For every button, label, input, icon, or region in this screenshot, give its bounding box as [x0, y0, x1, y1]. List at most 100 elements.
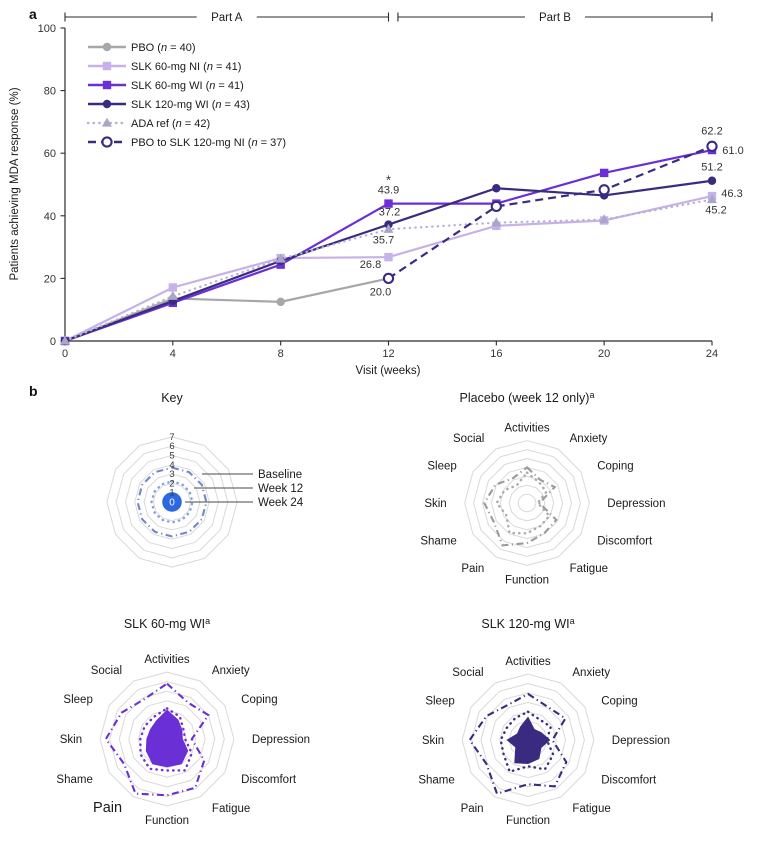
radar-series-Week 24: [162, 492, 182, 512]
radar-axis-label: Depression: [252, 734, 310, 746]
legend-label: ADA ref (n = 42): [131, 118, 210, 130]
series-PBO to SLK 120-mg NI (n = 37): [387, 145, 713, 280]
svg-text:20: 20: [44, 273, 56, 285]
radar-axis-label: Discomfort: [601, 774, 657, 786]
panel-b-label: b: [29, 383, 38, 399]
radar-series-Baseline: [483, 466, 558, 547]
radar-axis-label: Anxiety: [570, 433, 608, 445]
part-bracket-label: Part A: [211, 12, 243, 24]
point-label: 61.0: [722, 145, 743, 157]
svg-text:40: 40: [44, 211, 56, 223]
radar-axis-label: Social: [453, 433, 484, 445]
key-callouts: Baseline Week 12 Week 24: [185, 469, 304, 509]
point-label: 20.0: [370, 286, 391, 298]
markers-ADA ref (n = 42): [60, 194, 717, 345]
radar-axis-label: Anxiety: [572, 667, 610, 679]
key-callout-label: Week 12: [258, 483, 303, 495]
radar-axis-label: Coping: [601, 696, 637, 708]
legend-item: SLK 60-mg WI (n = 41): [88, 80, 244, 92]
svg-text:0: 0: [62, 348, 68, 360]
axes: 0 4 8 12 16 20 24 0 20 40 60 80 100: [38, 23, 718, 360]
significance-asterisk: *: [386, 173, 391, 188]
legend-item: ADA ref (n = 42): [86, 117, 210, 130]
radar-axis-label: Skin: [424, 498, 446, 510]
legend-label: SLK 120-mg WI (n = 43): [131, 99, 250, 111]
radar-axis-label: Function: [505, 574, 549, 586]
radar-axis-label: Skin: [422, 735, 444, 747]
radar-slk60-chart: SLK 60-mg WIa Activities Anxiety Coping Depr…: [56, 616, 310, 827]
radar-axis-label: Fatigue: [212, 803, 250, 815]
legend-label: PBO (n = 40): [131, 42, 196, 54]
svg-text:4: 4: [170, 348, 176, 360]
radar-series-Week 12: [150, 480, 194, 524]
legend-item: SLK 120-mg WI (n = 43): [88, 99, 250, 111]
radar-series-Week 12: [139, 706, 194, 772]
radar-axis-labels: Activities Anxiety Coping Depression Discomf…: [420, 423, 665, 587]
svg-text:7: 7: [169, 432, 174, 443]
part-bracket-label: Part B: [539, 12, 571, 24]
radar-series-Baseline: [104, 682, 210, 797]
legend-item: PBO to SLK 120-mg NI (n = 37): [88, 136, 286, 149]
radar-axis-label: Discomfort: [241, 774, 297, 786]
legend-item: PBO (n = 40): [88, 42, 196, 54]
radar-series-Week 12: [495, 471, 552, 535]
point-label: 26.8: [360, 259, 381, 271]
radar-axis-label: Shame: [418, 774, 454, 786]
svg-text:24: 24: [706, 348, 718, 360]
radar-axis-label: Anxiety: [212, 665, 250, 677]
point-label: 37.2: [379, 207, 400, 219]
radar-title: Placebo (week 12 only)a: [460, 390, 595, 405]
radar-axis-label: Pain: [461, 563, 484, 575]
part-bracket: Part B: [397, 12, 713, 24]
point-label: 51.2: [701, 162, 722, 174]
radar-series-Week 12: [499, 710, 555, 774]
point-label: 45.2: [705, 205, 726, 217]
series-PBO (n = 40): [64, 277, 389, 343]
radar-rings: [461, 673, 595, 807]
radar-axis-label: Sleep: [427, 460, 456, 472]
radar-axis-label: Function: [145, 815, 189, 827]
svg-text:8: 8: [278, 348, 284, 360]
radar-axis-label: Activities: [504, 423, 550, 435]
svg-text:1: 1: [169, 488, 174, 499]
mda-response-line-chart: Part A Part B 0 4 8 12 16 20 24 0 20 40 60 80 100 Visit…: [9, 12, 744, 377]
point-label: 62.2: [701, 125, 722, 137]
svg-text:3: 3: [169, 469, 174, 480]
radar-axis-label: Sleep: [425, 696, 454, 708]
radar-series-Week 24: [506, 716, 551, 765]
radar-axis-label: Social: [452, 667, 483, 679]
radar-center-zero: 0: [169, 498, 175, 509]
radar-title: SLK 120-mg WIa: [481, 616, 574, 631]
point-label: 46.3: [721, 188, 742, 200]
radar-axis-label: Discomfort: [597, 536, 653, 548]
point-label: 35.7: [373, 234, 394, 246]
svg-text:16: 16: [490, 348, 502, 360]
svg-text:60: 60: [44, 148, 56, 160]
markers-PBO to SLK 120-mg NI (n = 37): [382, 140, 718, 285]
svg-text:6: 6: [169, 441, 174, 452]
radar-axis-label: Pain: [93, 800, 122, 816]
radar-axis-label: Depression: [612, 735, 670, 747]
point-label: 43.9: [378, 185, 399, 197]
panel-a-label: a: [29, 6, 37, 22]
radar-axis-label: Coping: [241, 694, 277, 706]
radar-title: Key: [161, 391, 183, 405]
svg-text:0: 0: [50, 336, 56, 348]
legend-item: SLK 60-mg NI (n = 41): [88, 61, 241, 73]
radar-title: SLK 60-mg WIa: [124, 616, 210, 631]
legend-label: SLK 60-mg WI (n = 41): [131, 80, 244, 92]
radar-rings: [464, 440, 590, 566]
key-callout-label: Week 24: [258, 497, 304, 509]
part-bracket: Part A: [64, 12, 390, 24]
radar-series-Baseline: [136, 466, 208, 538]
radar-series-Week 24: [145, 709, 189, 768]
radar-axis-label: Pain: [461, 803, 484, 815]
svg-text:12: 12: [382, 348, 394, 360]
radar-axis-label: Coping: [597, 460, 633, 472]
radar-axis-label: Fatigue: [570, 563, 608, 575]
y-axis-title: Patients achieving MDA response (%): [9, 87, 21, 280]
svg-text:5: 5: [169, 451, 174, 462]
